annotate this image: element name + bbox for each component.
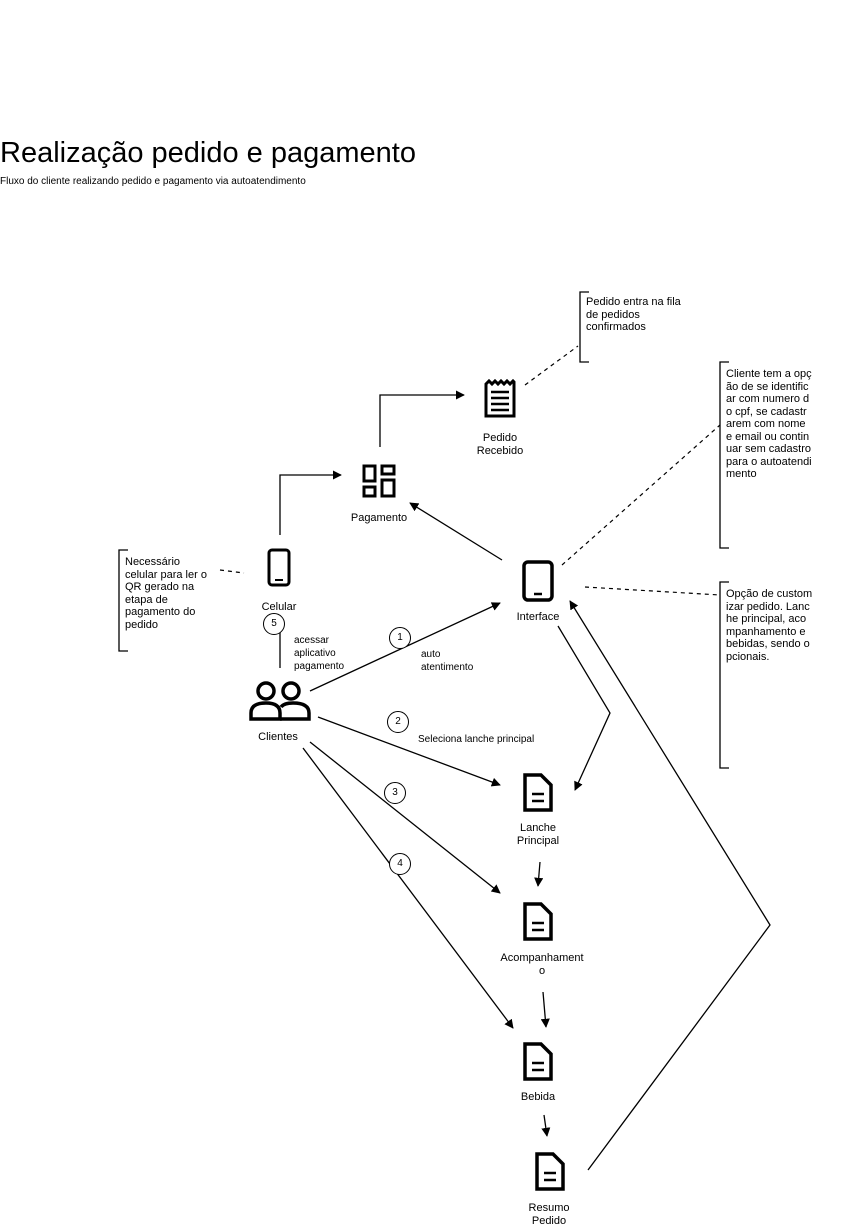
node-label-interface: Interface <box>516 611 560 623</box>
edge-clientes-acompanhamento <box>309 741 501 894</box>
node-label-lanche-principal: Lanche Principal <box>516 822 560 847</box>
document-icon-acompanhamento[interactable] <box>523 902 553 941</box>
note-bracket-customizar <box>719 581 729 769</box>
note-bracket-cpf <box>719 361 729 549</box>
users-icon[interactable] <box>249 681 311 721</box>
step-badge-3: 3 <box>384 782 406 804</box>
step-badge-5: 5 <box>263 613 285 635</box>
node-label-celular: Celular <box>261 601 297 613</box>
dashed-link-cpf <box>561 424 721 566</box>
dashed-link-celular <box>219 569 245 574</box>
edge-interface-pagamento <box>409 502 503 561</box>
tablet-icon[interactable] <box>522 560 554 602</box>
note-cliente-cpf: Cliente tem a opção de se identificar co… <box>726 368 812 480</box>
step-badge-1: 1 <box>389 627 411 649</box>
note-bracket-fila <box>579 291 589 363</box>
qr-code-icon[interactable] <box>362 464 396 498</box>
node-label-pagamento: Pagamento <box>350 512 408 524</box>
receipt-icon[interactable] <box>484 378 516 418</box>
edge-label-auto-atendimento: auto atentimento <box>421 649 474 673</box>
node-label-pedido-recebido: Pedido Recebido <box>476 432 524 457</box>
edge-bebida-resumo <box>541 1114 551 1137</box>
note-fila-pedidos: Pedido entra na fila de pedidos confirma… <box>586 296 681 333</box>
edge-interface-lanche <box>557 625 611 791</box>
edge-clientes-lanche <box>317 716 501 787</box>
edge-acompanhamento-bebida <box>540 991 550 1028</box>
edge-celular-pagamento <box>279 470 342 535</box>
edge-lanche-acompanhamento <box>534 861 544 887</box>
smartphone-icon[interactable] <box>267 548 291 587</box>
document-icon-lanche[interactable] <box>523 773 553 812</box>
edge-label-seleciona: Seleciona lanche principal <box>418 734 535 745</box>
document-icon-resumo[interactable] <box>535 1152 565 1191</box>
dashed-link-customizar <box>584 586 721 596</box>
edge-clientes-bebida <box>302 747 514 1029</box>
dashed-link-fila <box>524 345 579 386</box>
note-bracket-celular <box>118 549 128 652</box>
step-badge-4: 4 <box>389 853 411 875</box>
step-badge-2: 2 <box>387 711 409 733</box>
node-label-resumo-pedido: Resumo Pedido <box>528 1202 570 1227</box>
node-label-acompanhamento: Acompanhamento <box>500 952 584 977</box>
note-customizar: Opção de customizar pedido. Lanche princ… <box>726 588 813 663</box>
edge-resumo-interface <box>569 600 771 1171</box>
note-celular: Necessário celular para ler o QR gerado … <box>125 556 207 631</box>
node-label-clientes: Clientes <box>258 731 298 743</box>
edge-label-acessar: acessar aplicativo pagamento <box>294 635 345 672</box>
node-label-bebida: Bebida <box>520 1091 556 1103</box>
page-subtitle: Fluxo do cliente realizando pedido e pag… <box>0 176 306 187</box>
edge-pagamento-pedido <box>379 390 465 447</box>
document-icon-bebida[interactable] <box>523 1042 553 1081</box>
page-title: Realização pedido e pagamento <box>0 137 416 169</box>
